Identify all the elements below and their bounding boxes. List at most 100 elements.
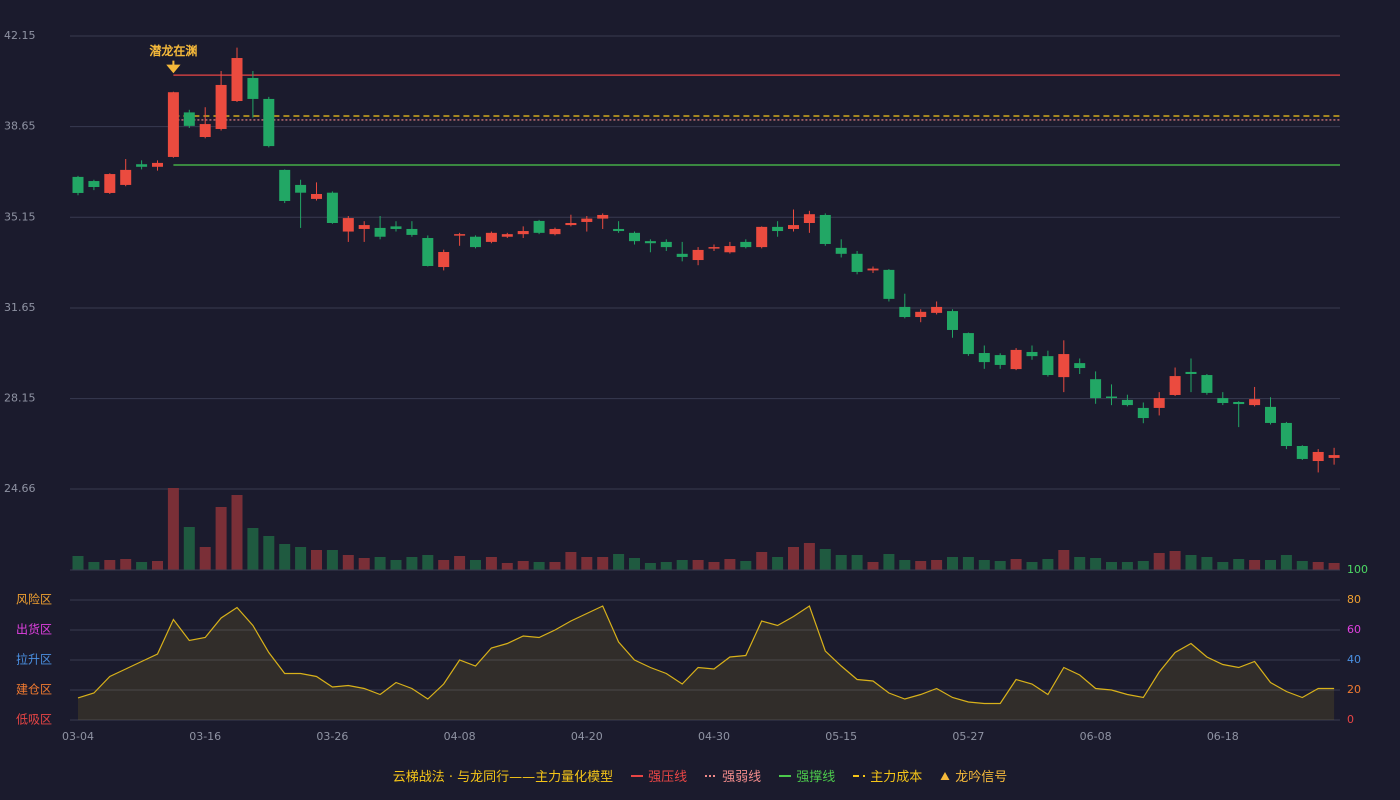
volume-bar (1280, 555, 1292, 570)
y-tick-label: 28.15 (4, 392, 36, 405)
candle-body (772, 226, 784, 232)
candle-body (1106, 396, 1117, 399)
candle-body (613, 228, 625, 232)
candle-body (167, 92, 179, 157)
volume-bar (931, 560, 943, 570)
candle-body (851, 253, 863, 272)
candle-body (136, 164, 148, 167)
signal-label: 潜龙在渊 (149, 43, 197, 58)
candle-body (915, 311, 927, 318)
candle-body (629, 232, 640, 242)
legend-swatch (940, 771, 950, 780)
candle-body (947, 311, 958, 330)
x-tick-label: 05-27 (952, 730, 984, 743)
volume-bar (756, 552, 768, 570)
volume-bar (1106, 562, 1117, 570)
volume-bar (263, 536, 275, 570)
legend-swatch (853, 774, 866, 777)
candle-body (962, 333, 974, 355)
candle-body (644, 241, 656, 244)
volume-bar (740, 561, 752, 570)
volume-bar (374, 557, 386, 570)
volume-bar (772, 557, 784, 570)
candle-body (660, 241, 672, 248)
candle-body (199, 124, 211, 138)
volume-bar (1137, 561, 1149, 570)
candle-body (326, 192, 338, 224)
candle-body (342, 218, 354, 232)
volume-bar (1169, 551, 1181, 570)
y-tick-label: 24.66 (4, 482, 36, 495)
candle-body (1296, 446, 1308, 459)
volume-bar (692, 560, 704, 570)
volume-bar (1265, 560, 1276, 570)
volume-bar (183, 527, 195, 570)
x-tick-label: 06-08 (1080, 730, 1112, 743)
zone-label: 建仓区 (16, 683, 52, 697)
volume-bar (438, 560, 450, 570)
candle-body (788, 225, 799, 229)
candle-body (676, 253, 688, 257)
candle-body (454, 234, 466, 236)
volume-bar (1233, 559, 1245, 570)
candle-body (724, 246, 736, 253)
candle-body (1026, 351, 1038, 357)
volume-bar (899, 560, 911, 570)
candle-body (994, 355, 1006, 365)
candle-body (247, 77, 259, 99)
volume-bar (470, 560, 481, 570)
volume-bar (326, 550, 338, 570)
volume-bar (1121, 562, 1133, 570)
volume-bar (708, 562, 720, 570)
candle-body (485, 232, 497, 242)
x-tick-label: 05-15 (825, 730, 857, 743)
y-tick-label: 0 (1347, 713, 1354, 726)
candle-body (470, 236, 481, 248)
legend-label: 强撑线 (796, 770, 836, 785)
indicator-area (78, 606, 1335, 720)
volume-bar (342, 555, 354, 570)
candle-body (104, 174, 116, 193)
volume-bar (1153, 553, 1165, 570)
candle-body (1185, 371, 1197, 375)
candle-body (72, 176, 84, 193)
volume-bar (390, 560, 402, 570)
volume-bar (422, 555, 434, 570)
volume-bar (819, 549, 831, 570)
candle-body (899, 306, 911, 318)
candle-body (533, 220, 545, 233)
volume-bar (517, 561, 529, 570)
legend-swatch (631, 774, 644, 777)
volume-bar (613, 554, 625, 570)
volume-bar (915, 561, 927, 570)
volume-bar (1185, 555, 1197, 570)
candle-body (692, 249, 704, 261)
volume-bar (533, 562, 545, 570)
volume-bar (867, 562, 879, 570)
y-tick-label: 100 (1347, 563, 1368, 576)
x-tick-label: 04-08 (444, 730, 476, 743)
volume-bar (644, 563, 656, 570)
candle-body (1249, 399, 1261, 406)
candle-body (1169, 376, 1181, 395)
x-tick-label: 03-16 (189, 730, 221, 743)
volume-bar (199, 547, 211, 570)
zone-label: 拉升区 (16, 652, 52, 667)
candle-body (1074, 363, 1086, 369)
candle-body (1217, 398, 1229, 404)
zone-label: 出货区 (16, 622, 52, 637)
legend-item: 强弱线 (705, 766, 761, 785)
legend-item: 强压线 (631, 766, 687, 785)
volume-bar (1201, 557, 1213, 570)
candle-body (152, 162, 163, 167)
volume-bar (835, 555, 847, 570)
volume-bar (358, 558, 370, 570)
candle-body (1201, 375, 1213, 393)
candle-body (740, 241, 752, 248)
candle-body (390, 226, 402, 229)
zone-label: 风险区 (16, 592, 52, 607)
volume-bar (1312, 562, 1324, 570)
volume-bar (1058, 550, 1070, 570)
